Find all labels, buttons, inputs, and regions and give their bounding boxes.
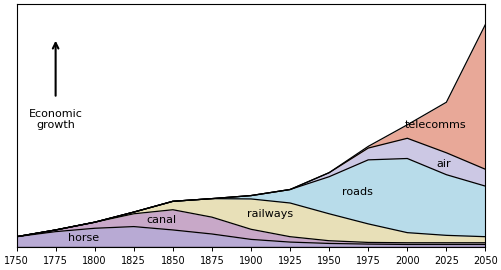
Text: Economic
growth: Economic growth bbox=[29, 109, 82, 130]
Text: railways: railways bbox=[246, 209, 292, 219]
Text: telecomms: telecomms bbox=[404, 120, 465, 130]
Text: roads: roads bbox=[341, 187, 372, 197]
Text: air: air bbox=[435, 159, 450, 169]
Text: horse: horse bbox=[68, 232, 99, 242]
Text: canal: canal bbox=[147, 215, 177, 225]
